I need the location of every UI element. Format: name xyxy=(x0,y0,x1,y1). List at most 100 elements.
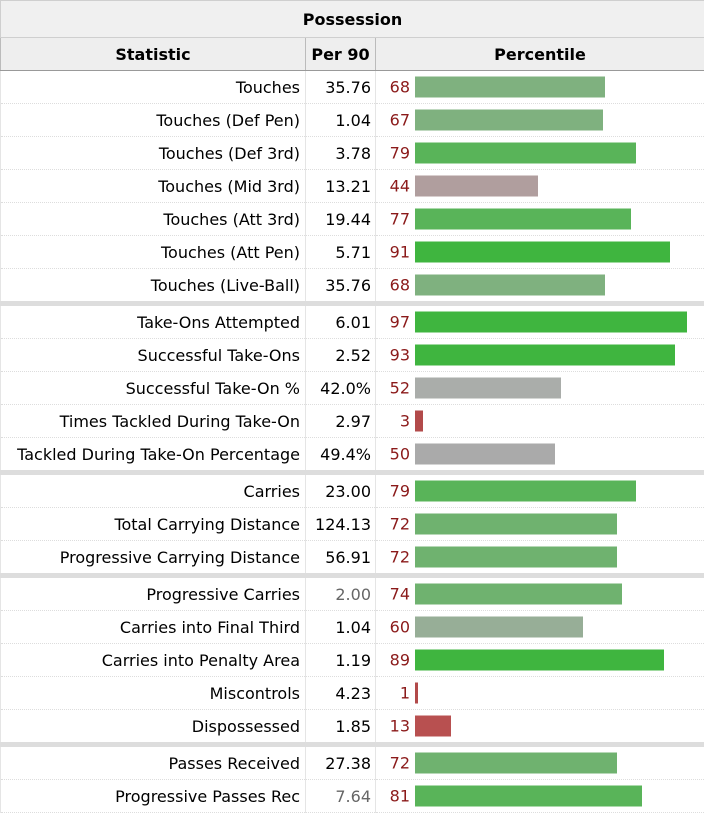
percentile-cell: 68 xyxy=(374,70,704,104)
percentile-bar xyxy=(415,241,670,263)
table-row: Progressive Carries 2.00 74 xyxy=(0,573,704,611)
table-row: Miscontrols 4.23 1 xyxy=(0,676,704,710)
percentile-bar xyxy=(415,546,617,568)
percentile-bar xyxy=(415,480,636,502)
percentile-cell: 52 xyxy=(374,371,704,405)
percentile-cell: 67 xyxy=(374,103,704,137)
percentile-cell: 79 xyxy=(374,136,704,170)
percentile-bar xyxy=(415,410,423,432)
percentile-value: 81 xyxy=(389,786,410,806)
table-row: Touches (Def 3rd) 3.78 79 xyxy=(0,136,704,170)
table-row: Touches (Att 3rd) 19.44 77 xyxy=(0,202,704,236)
stat-name: Carries xyxy=(0,470,306,508)
percentile-bar xyxy=(415,175,538,197)
percentile-bar xyxy=(415,274,605,296)
percentile-cell: 79 xyxy=(374,470,704,508)
percentile-value: 72 xyxy=(389,514,410,534)
stat-name: Touches (Att 3rd) xyxy=(0,202,306,236)
stat-name: Touches xyxy=(0,70,306,104)
percentile-value: 68 xyxy=(389,275,410,295)
table-row: Dispossessed 1.85 13 xyxy=(0,709,704,745)
per90-value: 1.04 xyxy=(305,103,376,137)
percentile-cell: 68 xyxy=(374,268,704,304)
percentile-bar xyxy=(415,649,664,671)
percentile-bar xyxy=(415,682,418,704)
percentile-value: 52 xyxy=(389,378,410,398)
per90-value: 35.76 xyxy=(305,268,376,304)
table-row: Touches (Def Pen) 1.04 67 xyxy=(0,103,704,137)
percentile-bar xyxy=(415,109,603,131)
percentile-cell: 72 xyxy=(374,742,704,780)
percentile-bar xyxy=(415,616,583,638)
stat-name: Passes Received xyxy=(0,742,306,780)
table-row: Touches (Att Pen) 5.71 91 xyxy=(0,235,704,269)
percentile-value: 44 xyxy=(389,176,410,196)
percentile-bar xyxy=(415,583,622,605)
stat-name: Touches (Def Pen) xyxy=(0,103,306,137)
percentile-value: 79 xyxy=(389,481,410,501)
per90-value: 2.00 xyxy=(305,573,376,611)
stat-name: Successful Take-Ons xyxy=(0,338,306,372)
percentile-bar xyxy=(415,208,631,230)
per90-value: 1.04 xyxy=(305,610,376,644)
per90-value: 42.0% xyxy=(305,371,376,405)
table-row: Passes Received 27.38 72 xyxy=(0,742,704,780)
stat-name: Progressive Carries xyxy=(0,573,306,611)
percentile-value: 74 xyxy=(389,584,410,604)
header-per90[interactable]: Per 90 xyxy=(305,37,376,71)
percentile-value: 72 xyxy=(389,753,410,773)
stat-name: Carries into Penalty Area xyxy=(0,643,306,677)
percentile-cell: 89 xyxy=(374,643,704,677)
stat-name: Progressive Carrying Distance xyxy=(0,540,306,576)
percentile-cell: 1 xyxy=(374,676,704,710)
percentile-cell: 44 xyxy=(374,169,704,203)
percentile-cell: 77 xyxy=(374,202,704,236)
table-row: Times Tackled During Take-On 2.97 3 xyxy=(0,404,704,438)
percentile-bar xyxy=(415,142,636,164)
header-statistic[interactable]: Statistic xyxy=(0,37,306,71)
table-row: Take-Ons Attempted 6.01 97 xyxy=(0,301,704,339)
percentile-value: 72 xyxy=(389,547,410,567)
table-row: Carries into Final Third 1.04 60 xyxy=(0,610,704,644)
per90-value: 2.97 xyxy=(305,404,376,438)
percentile-value: 77 xyxy=(389,209,410,229)
per90-value: 56.91 xyxy=(305,540,376,576)
percentile-bar xyxy=(415,377,561,399)
stat-name: Touches (Mid 3rd) xyxy=(0,169,306,203)
stat-name: Carries into Final Third xyxy=(0,610,306,644)
table-caption: Possession xyxy=(0,0,704,38)
stat-name: Times Tackled During Take-On xyxy=(0,404,306,438)
percentile-bar xyxy=(415,344,675,366)
header-percentile[interactable]: Percentile xyxy=(374,37,704,71)
percentile-cell: 50 xyxy=(374,437,704,473)
percentile-cell: 93 xyxy=(374,338,704,372)
table-row: Successful Take-Ons 2.52 93 xyxy=(0,338,704,372)
per90-value: 35.76 xyxy=(305,70,376,104)
percentile-value: 97 xyxy=(389,312,410,332)
percentile-value: 93 xyxy=(389,345,410,365)
percentile-bar xyxy=(415,443,555,465)
percentile-cell: 72 xyxy=(374,540,704,576)
percentile-value: 91 xyxy=(389,242,410,262)
table-row: Touches 35.76 68 xyxy=(0,70,704,104)
stat-name: Progressive Passes Rec xyxy=(0,779,306,813)
per90-value: 49.4% xyxy=(305,437,376,473)
stat-name: Touches (Att Pen) xyxy=(0,235,306,269)
table-row: Carries into Penalty Area 1.19 89 xyxy=(0,643,704,677)
percentile-bar xyxy=(415,513,617,535)
table-row: Tackled During Take-On Percentage 49.4% 50 xyxy=(0,437,704,473)
table-row: Touches (Mid 3rd) 13.21 44 xyxy=(0,169,704,203)
percentile-bar xyxy=(415,752,617,774)
percentile-bar xyxy=(415,785,642,807)
percentile-cell: 91 xyxy=(374,235,704,269)
table-body: Touches 35.76 68 Touches (Def Pen) 1.04 67 Tou… xyxy=(0,70,704,813)
stat-name: Take-Ons Attempted xyxy=(0,301,306,339)
percentile-value: 13 xyxy=(389,716,410,736)
percentile-cell: 3 xyxy=(374,404,704,438)
table-row: Progressive Carrying Distance 56.91 72 xyxy=(0,540,704,576)
stat-name: Touches (Live-Ball) xyxy=(0,268,306,304)
per90-value: 1.85 xyxy=(305,709,376,745)
per90-value: 2.52 xyxy=(305,338,376,372)
per90-value: 3.78 xyxy=(305,136,376,170)
